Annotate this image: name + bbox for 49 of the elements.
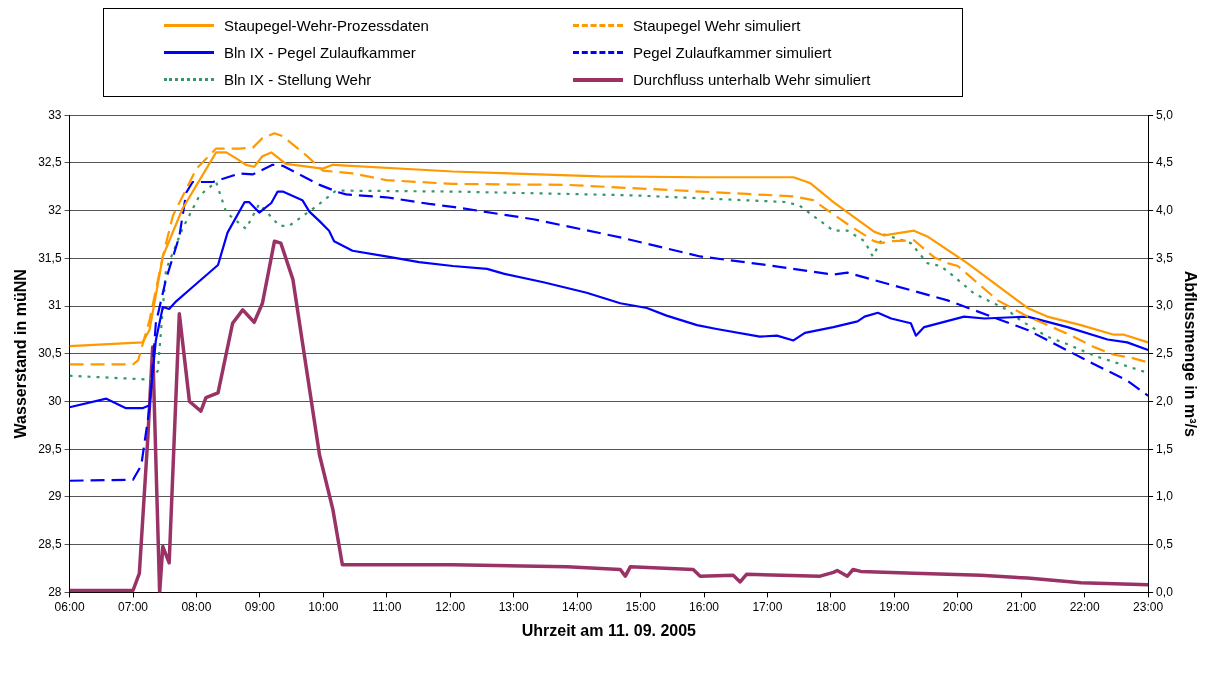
y-tick-label: 29,5 <box>38 441 62 456</box>
x-tick-label: 06:00 <box>54 599 85 614</box>
y2-tick-label: 4,0 <box>1156 202 1174 217</box>
x-tick-label: 14:00 <box>562 599 593 614</box>
y2-tick-label: 3,5 <box>1156 250 1174 265</box>
x-tick-label: 23:00 <box>1133 599 1164 614</box>
y2-tick-label: 5,0 <box>1156 107 1174 122</box>
x-tick-label: 17:00 <box>752 599 783 614</box>
x-tick-label: 18:00 <box>815 599 847 614</box>
x-tick-label: 15:00 <box>625 599 656 614</box>
y2-tick-label: 1,0 <box>1156 489 1174 504</box>
legend-label: Staupegel-Wehr-Prozessdaten <box>224 17 429 34</box>
y-tick-label: 28,5 <box>38 536 62 551</box>
y2-axis-title: Abflussmenge in m³/s <box>1181 270 1199 438</box>
y2-tick-label: 1,5 <box>1156 441 1174 456</box>
x-tick-label: 08:00 <box>181 599 212 614</box>
y2-tick-label: 3,0 <box>1156 298 1174 313</box>
x-tick-label: 07:00 <box>117 599 149 614</box>
y-tick-label: 31,5 <box>38 250 62 265</box>
y2-tick-label: 0,0 <box>1156 584 1174 599</box>
x-tick-label: 09:00 <box>244 599 276 614</box>
x-tick-label: 20:00 <box>942 599 974 614</box>
y-tick-label: 32 <box>48 202 62 217</box>
legend-label: Staupegel Wehr simuliert <box>633 17 801 34</box>
y2-tick-label: 2,5 <box>1156 346 1174 361</box>
x-tick-label: 16:00 <box>688 599 720 614</box>
y-tick-label: 31 <box>48 298 62 313</box>
legend-label: Bln IX - Stellung Wehr <box>224 71 372 88</box>
x-tick-label: 12:00 <box>435 599 466 614</box>
x-tick-label: 21:00 <box>1006 599 1037 614</box>
y-tick-label: 28 <box>48 584 62 599</box>
x-tick-label: 19:00 <box>879 599 910 614</box>
y-axis-title: Wasserstand in müNN <box>12 269 30 439</box>
legend-label: Pegel Zulaufkammer simuliert <box>633 44 832 61</box>
y-tick-label: 30,5 <box>38 346 62 361</box>
y-tick-label: 29 <box>48 489 62 504</box>
x-tick-label: 11:00 <box>372 599 402 614</box>
y-tick-label: 30 <box>48 393 62 408</box>
legend-label: Bln IX - Pegel Zulaufkammer <box>224 44 416 61</box>
x-tick-label: 22:00 <box>1069 599 1101 614</box>
y2-tick-label: 0,5 <box>1156 536 1174 551</box>
legend-label: Durchfluss unterhalb Wehr simuliert <box>633 71 871 88</box>
x-tick-label: 10:00 <box>308 599 339 614</box>
x-tick-label: 13:00 <box>498 599 530 614</box>
y-tick-label: 32,5 <box>38 155 62 170</box>
x-axis-title: Uhrzeit am 11. 09. 2005 <box>521 621 697 639</box>
y-tick-label: 33 <box>48 107 62 122</box>
y2-tick-label: 4,5 <box>1156 155 1174 170</box>
y2-tick-label: 2,0 <box>1156 393 1174 408</box>
